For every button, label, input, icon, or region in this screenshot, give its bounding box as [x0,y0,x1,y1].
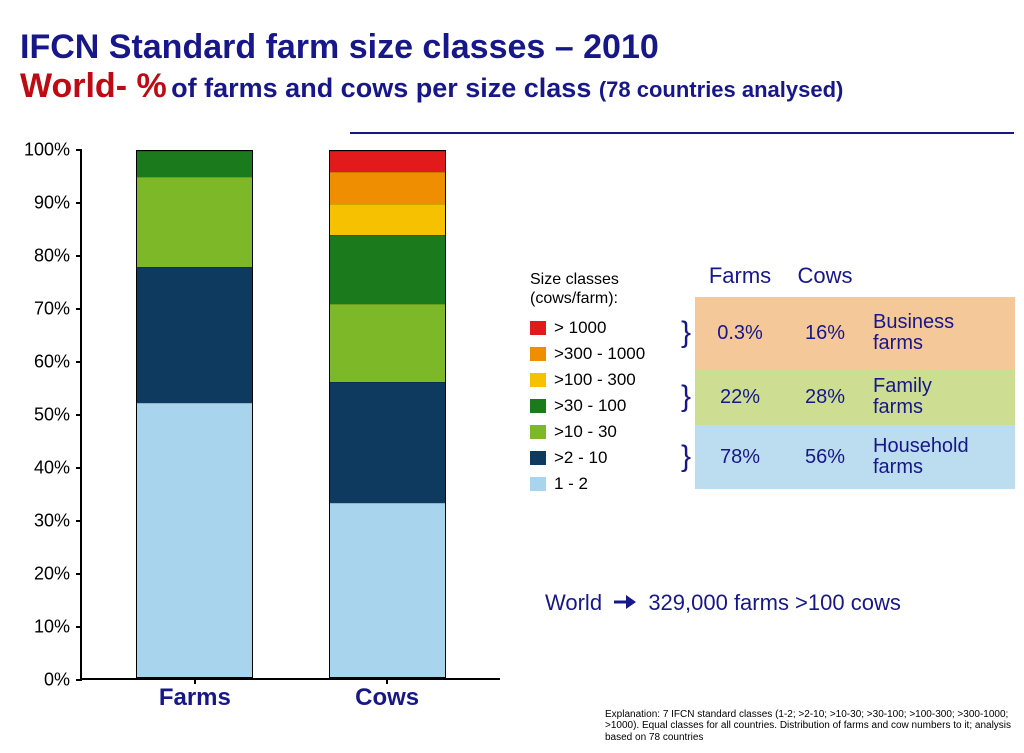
summary-row: }22%28%Familyfarms [695,369,1015,425]
bar-segment [330,503,445,677]
y-tick-label: 70% [10,299,70,320]
bar-segment [330,172,445,204]
summary-cows-value: 28% [785,386,865,409]
bar-segment [330,235,445,303]
summary-row: }0.3%16%Businessfarms [695,297,1015,369]
legend-label: >10 - 30 [554,422,617,442]
y-tick-mark [76,308,82,310]
summary-row-label: Householdfarms [865,436,1015,478]
legend-item: >10 - 30 [530,422,700,442]
legend-label: >30 - 100 [554,396,626,416]
legend-swatch [530,373,546,387]
bar-segment [137,403,252,677]
title-underline [350,132,1014,134]
slide: IFCN Standard farm size classes – 2010 W… [0,0,1024,753]
legend-swatch [530,451,546,465]
y-tick-label: 40% [10,458,70,479]
legend: Size classes (cows/farm): > 1000 >300 - 1… [530,270,700,500]
summary-row-label: Familyfarms [865,376,1015,418]
plot-area: FarmsCows [80,150,500,680]
summary-row: }78%56%Householdfarms [695,425,1015,489]
legend-item: >300 - 1000 [530,344,700,364]
legend-label: >100 - 300 [554,370,636,390]
y-tick-label: 10% [10,617,70,638]
y-tick-label: 80% [10,246,70,267]
legend-swatch [530,399,546,413]
bar-farms [136,150,253,678]
y-tick-mark [76,573,82,575]
title-line2: World- % of farms and cows per size clas… [20,67,1004,106]
legend-item: >30 - 100 [530,396,700,416]
y-tick-label: 30% [10,511,70,532]
legend-item: > 1000 [530,318,700,338]
legend-swatch [530,477,546,491]
legend-item: >2 - 10 [530,448,700,468]
legend-label: >300 - 1000 [554,344,645,364]
legend-label: > 1000 [554,318,606,338]
x-label: Farms [120,684,270,712]
title-world: World- % [20,67,167,105]
y-tick-label: 60% [10,352,70,373]
bar-segment [330,151,445,172]
y-tick-label: 50% [10,405,70,426]
bar-segment [330,382,445,503]
y-tick-label: 100% [10,140,70,161]
y-tick-mark [76,467,82,469]
summary-head-cows: Cows [785,263,865,289]
y-tick-label: 90% [10,193,70,214]
title-line1: IFCN Standard farm size classes – 2010 [20,28,1004,67]
y-tick-mark [76,626,82,628]
y-tick-mark [76,202,82,204]
explanation-text: Explanation: 7 IFCN standard classes (1-… [605,709,1014,744]
legend-label: >2 - 10 [554,448,607,468]
bar-segment [330,204,445,236]
legend-swatch [530,321,546,335]
brace-icon: } [681,382,691,412]
summary-farms-value: 0.3% [695,322,785,345]
bar-segment [137,177,252,266]
y-tick-mark [76,520,82,522]
legend-title-line1: Size classes [530,271,619,288]
y-tick-label: 20% [10,564,70,585]
y-tick-mark [76,149,82,151]
bar-segment [137,151,252,177]
bar-segment [137,267,252,404]
stacked-bar-chart: FarmsCows 0%10%20%30%40%50%60%70%80%90%1… [10,140,520,730]
arrow-right-icon [614,590,636,616]
summary-row-label: Businessfarms [865,312,1015,354]
summary-cows-value: 16% [785,322,865,345]
legend-swatch [530,347,546,361]
summary-cows-value: 56% [785,446,865,469]
y-tick-label: 0% [10,670,70,691]
world-note-text: 329,000 farms >100 cows [648,590,901,615]
y-tick-mark [76,361,82,363]
title-rest-small: (78 countries analysed) [599,77,844,102]
brace-icon: } [681,318,691,348]
summary-farms-value: 78% [695,446,785,469]
world-note: World 329,000 farms >100 cows [545,590,901,616]
legend-item: >100 - 300 [530,370,700,390]
title-rest-main: of farms and cows per size class [171,73,599,103]
y-tick-mark [76,679,82,681]
x-label: Cows [312,684,462,712]
summary-head: Farms Cows [695,263,1015,289]
bar-cows [329,150,446,678]
legend-title-line2: (cows/farm): [530,290,618,307]
legend-swatch [530,425,546,439]
brace-icon: } [681,442,691,472]
legend-item: 1 - 2 [530,474,700,494]
bar-segment [330,304,445,383]
legend-title: Size classes (cows/farm): [530,270,700,308]
y-tick-mark [76,255,82,257]
world-note-prefix: World [545,590,602,615]
title-block: IFCN Standard farm size classes – 2010 W… [20,28,1004,106]
summary-head-farms: Farms [695,263,785,289]
y-tick-mark [76,414,82,416]
summary-farms-value: 22% [695,386,785,409]
summary-table: Farms Cows }0.3%16%Businessfarms}22%28%F… [695,263,1015,489]
legend-label: 1 - 2 [554,474,588,494]
